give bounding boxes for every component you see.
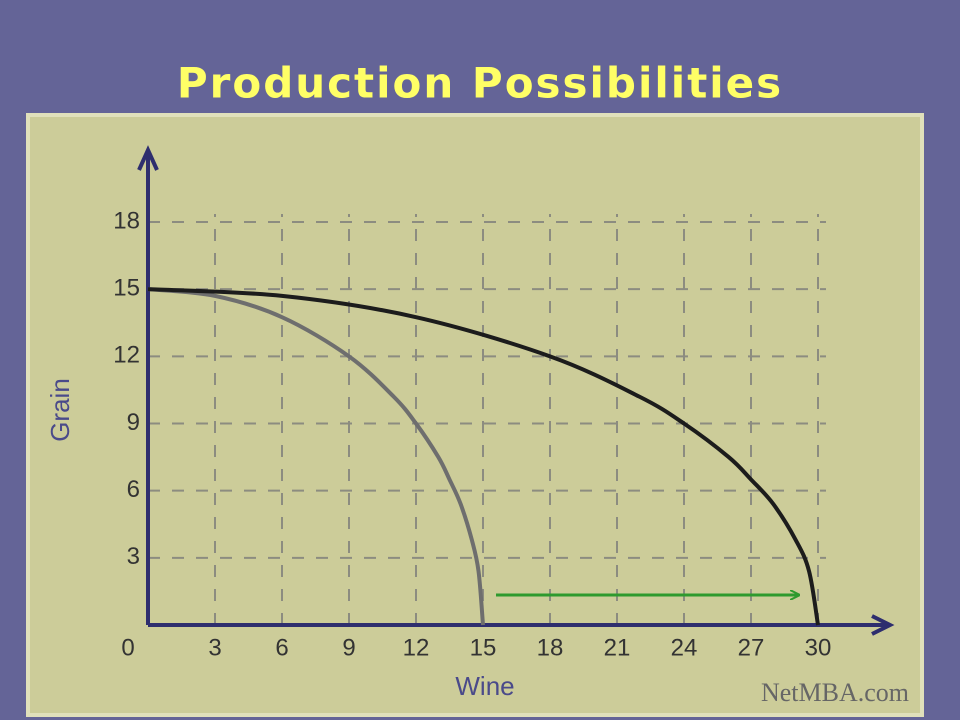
- plot: 0 3 6 9 12 15 18 21 24 27 30 3 6 9 12 15 18: [113, 145, 895, 661]
- watermark: NetMBA.com: [761, 678, 909, 707]
- x-tick-label: 21: [604, 634, 631, 661]
- y-tick-label: 3: [127, 543, 140, 570]
- x-tick-label: 18: [537, 634, 564, 661]
- chart-panel: [26, 113, 924, 717]
- ppf-curve: [147, 287, 485, 626]
- x-tick-label: 9: [342, 634, 355, 661]
- x-tick-label: 30: [805, 634, 832, 661]
- x-tick-label: 27: [738, 634, 765, 661]
- x-tick-label: 15: [470, 634, 497, 661]
- y-tick-label: 6: [127, 476, 140, 503]
- y-axis: [137, 145, 159, 625]
- slide-title: Production Possibilities: [177, 59, 783, 108]
- y-axis-label: Grain: [45, 378, 75, 442]
- x-axis-label: Wine: [455, 671, 514, 701]
- x-axis: [148, 614, 895, 636]
- y-tick-label: 15: [113, 275, 140, 302]
- x-tick-label: 24: [671, 634, 698, 661]
- x-tick-label: 6: [275, 634, 288, 661]
- y-tick-label: 9: [127, 409, 140, 436]
- x-tick-label: 3: [208, 634, 221, 661]
- x-tick-label: 12: [403, 634, 430, 661]
- y-tick-label: 12: [113, 342, 140, 369]
- y-tick-label: 18: [113, 207, 140, 234]
- x-tick-label: 0: [121, 634, 134, 661]
- ppf-curve: [147, 287, 820, 626]
